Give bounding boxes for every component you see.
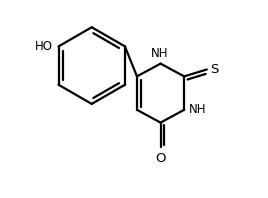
Text: S: S (210, 63, 219, 76)
Text: O: O (155, 152, 166, 165)
Text: NH: NH (151, 47, 168, 60)
Text: HO: HO (35, 40, 53, 53)
Text: NH: NH (188, 103, 206, 116)
